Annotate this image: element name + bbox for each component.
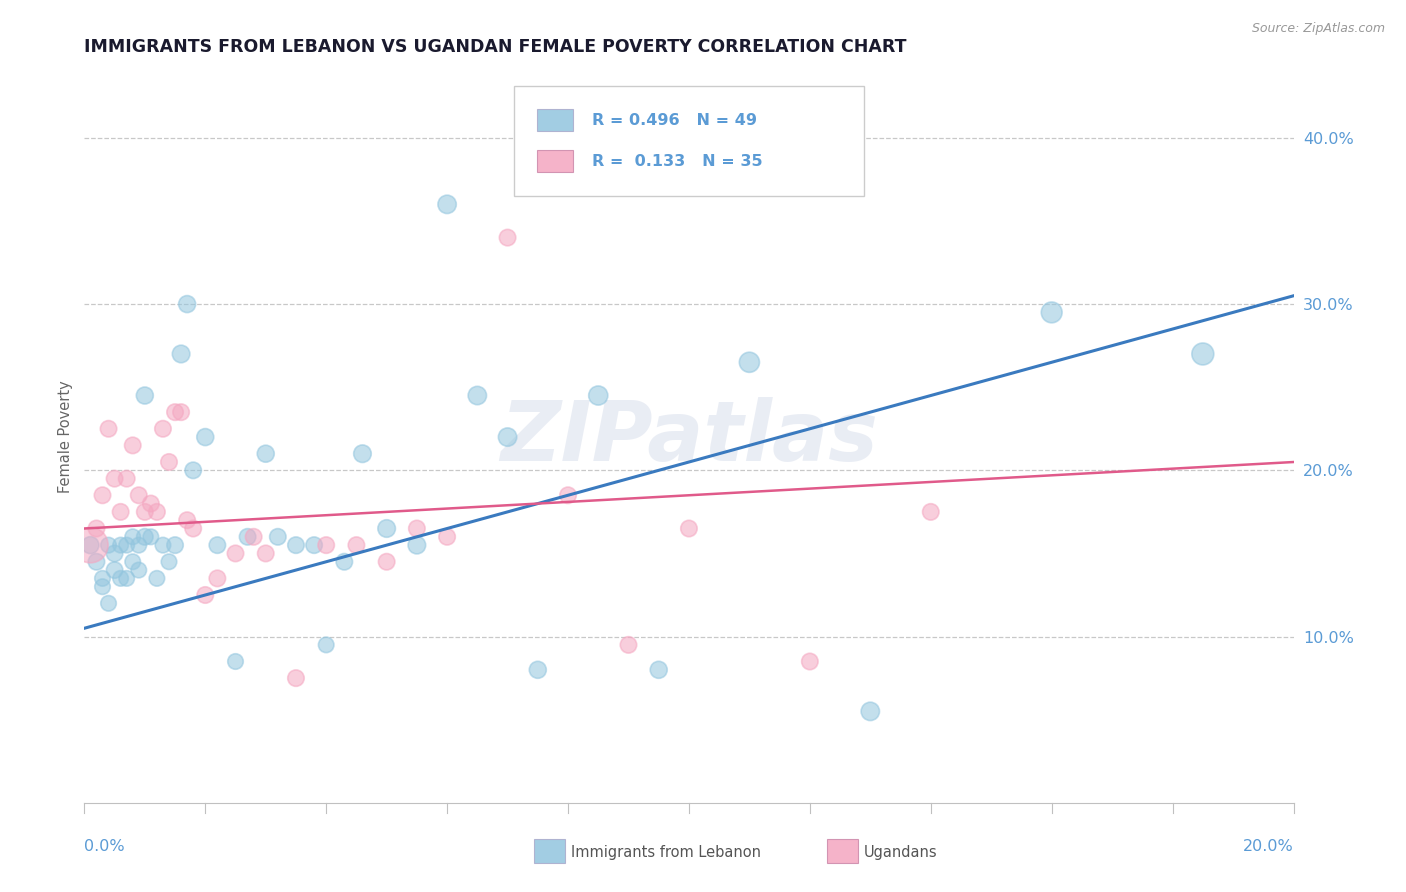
Point [302,538,325,552]
Point [617,638,640,652]
Point [406,521,429,535]
Point [648,663,671,677]
Point [157,455,180,469]
Point [146,505,169,519]
Point [176,297,198,311]
Text: R = 0.496   N = 49: R = 0.496 N = 49 [592,113,758,128]
Point [146,571,169,585]
Point [799,655,821,669]
Point [352,447,374,461]
Point [110,571,132,585]
Point [79,538,101,552]
Point [436,530,458,544]
Point [176,513,198,527]
Point [115,472,138,486]
Point [1192,347,1215,361]
Text: 0.0%: 0.0% [84,839,125,855]
Point [97,596,120,610]
Text: ZIPatlas: ZIPatlas [501,397,877,477]
Point [97,422,120,436]
Point [527,663,550,677]
Text: Source: ZipAtlas.com: Source: ZipAtlas.com [1251,22,1385,36]
Y-axis label: Female Poverty: Female Poverty [58,381,73,493]
Point [467,388,489,402]
Point [165,538,187,552]
Point [86,521,108,535]
Point [115,538,138,552]
Point [91,571,114,585]
Point [406,538,429,552]
Point [678,521,700,535]
Point [346,538,368,552]
Point [91,580,114,594]
Point [285,538,308,552]
Point [859,705,882,719]
Point [170,347,193,361]
Text: R =  0.133   N = 35: R = 0.133 N = 35 [592,153,763,169]
Text: Ugandans: Ugandans [863,846,936,860]
FancyBboxPatch shape [537,151,572,172]
Point [115,571,138,585]
Point [152,422,174,436]
Point [157,555,180,569]
FancyBboxPatch shape [537,110,572,131]
Point [121,438,143,452]
Point [170,405,193,419]
Point [104,563,127,577]
Point [207,538,229,552]
Point [254,447,277,461]
Point [128,488,150,502]
Point [194,588,217,602]
Point [79,538,101,552]
Point [110,505,132,519]
Point [104,472,127,486]
Point [91,488,114,502]
Point [104,546,127,560]
Point [225,546,247,560]
Point [315,538,337,552]
Text: IMMIGRANTS FROM LEBANON VS UGANDAN FEMALE POVERTY CORRELATION CHART: IMMIGRANTS FROM LEBANON VS UGANDAN FEMAL… [84,38,907,56]
Point [496,430,519,444]
Point [128,538,150,552]
Point [496,230,519,244]
Point [139,530,162,544]
Point [134,388,156,402]
Point [225,655,247,669]
Point [315,638,337,652]
Point [134,505,156,519]
Point [86,555,108,569]
Point [242,530,264,544]
Point [557,488,579,502]
Point [375,555,398,569]
Point [738,355,761,369]
Point [181,463,204,477]
Point [375,521,398,535]
Point [97,538,120,552]
Text: Immigrants from Lebanon: Immigrants from Lebanon [571,846,761,860]
Point [110,538,132,552]
Point [139,497,162,511]
Point [588,388,610,402]
Text: 20.0%: 20.0% [1243,839,1294,855]
Point [181,521,204,535]
Point [121,555,143,569]
Point [254,546,277,560]
Point [333,555,356,569]
Point [134,530,156,544]
Point [152,538,174,552]
Point [267,530,290,544]
Point [285,671,308,685]
Point [121,530,143,544]
Point [128,563,150,577]
Point [194,430,217,444]
FancyBboxPatch shape [513,86,865,195]
Point [436,197,458,211]
Point [236,530,259,544]
Point [920,505,942,519]
Point [1040,305,1063,319]
Point [165,405,187,419]
Point [207,571,229,585]
